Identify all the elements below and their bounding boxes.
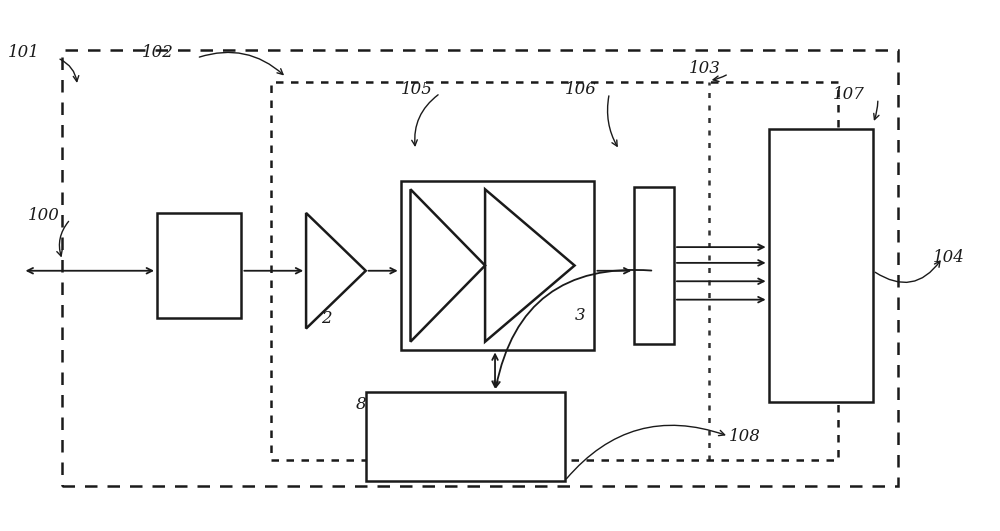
Text: 104: 104	[933, 249, 964, 266]
Bar	[634, 187, 674, 344]
Text: 107: 107	[833, 86, 865, 103]
Text: 102: 102	[142, 44, 174, 61]
Text: 2: 2	[321, 310, 332, 327]
Text: 3: 3	[575, 307, 585, 324]
Text: 106: 106	[565, 81, 597, 98]
Bar	[769, 129, 873, 402]
Text: 108: 108	[729, 428, 761, 445]
Bar	[157, 213, 241, 318]
Text: 8: 8	[356, 396, 366, 413]
Text: 103: 103	[689, 60, 721, 77]
Text: 100: 100	[28, 207, 60, 224]
Text: 105: 105	[401, 81, 432, 98]
Text: 101: 101	[8, 44, 40, 61]
Bar	[366, 391, 565, 481]
Bar	[401, 182, 594, 349]
